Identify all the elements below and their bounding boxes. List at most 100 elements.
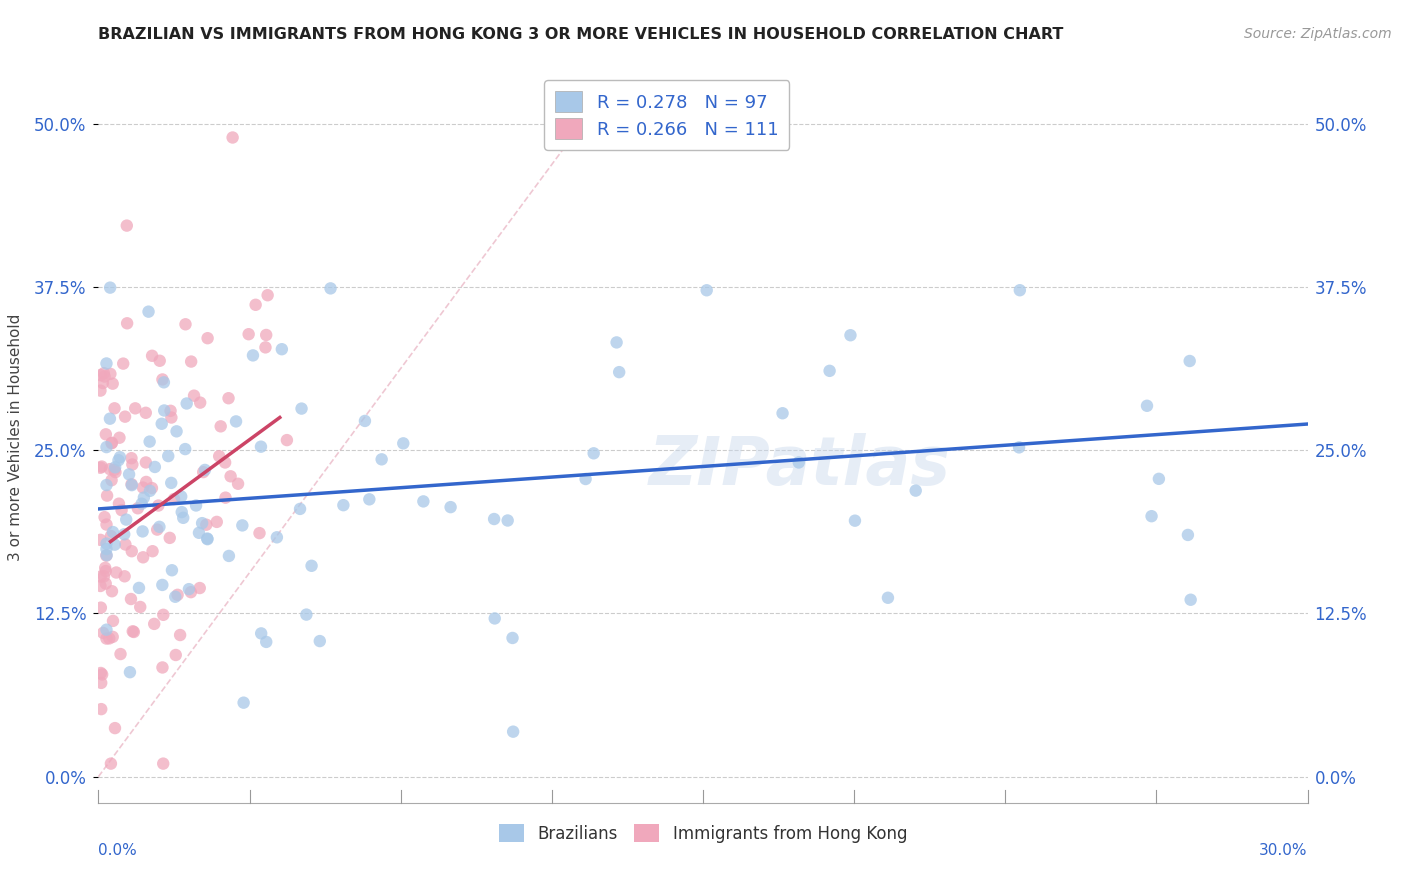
Point: [163, 491, 186, 506]
Point: [115, 513, 138, 527]
Point: [160, 563, 183, 577]
Point: [606, 335, 628, 350]
Point: [582, 446, 605, 460]
Point: [1177, 528, 1199, 542]
Legend: Brazilians, Immigrants from Hong Kong: Brazilians, Immigrants from Hong Kong: [492, 818, 914, 849]
Point: [180, 585, 202, 599]
Point: [188, 581, 211, 595]
Point: [218, 549, 240, 563]
Point: [392, 436, 415, 450]
Point: [170, 490, 193, 504]
Point: [157, 449, 180, 463]
Point: [89, 384, 111, 398]
Point: [412, 494, 434, 508]
Point: [319, 281, 342, 295]
Point: [226, 476, 249, 491]
Point: [96, 549, 118, 563]
Point: [104, 465, 127, 479]
Point: [1147, 472, 1170, 486]
Point: [114, 537, 136, 551]
Point: [205, 515, 228, 529]
Point: [115, 219, 138, 233]
Point: [152, 756, 174, 771]
Point: [90, 665, 112, 680]
Point: [105, 566, 128, 580]
Point: [98, 462, 121, 476]
Point: [94, 427, 117, 442]
Point: [93, 510, 115, 524]
Point: [219, 469, 242, 483]
Point: [101, 630, 124, 644]
Point: [101, 614, 124, 628]
Point: [232, 696, 254, 710]
Point: [1008, 283, 1031, 297]
Point: [166, 425, 188, 439]
Point: [98, 280, 121, 294]
Point: [169, 628, 191, 642]
Point: [266, 530, 288, 544]
Point: [209, 419, 232, 434]
Point: [165, 590, 187, 604]
Point: [96, 548, 118, 562]
Point: [183, 389, 205, 403]
Point: [188, 395, 211, 409]
Point: [93, 369, 115, 384]
Point: [152, 607, 174, 622]
Point: [354, 414, 377, 428]
Point: [194, 463, 217, 477]
Point: [121, 477, 143, 491]
Point: [149, 353, 172, 368]
Point: [288, 502, 311, 516]
Point: [129, 599, 152, 614]
Point: [256, 288, 278, 302]
Point: [101, 584, 124, 599]
Point: [96, 536, 118, 550]
Point: [93, 366, 115, 380]
Point: [141, 481, 163, 495]
Point: [696, 283, 718, 297]
Point: [332, 498, 354, 512]
Point: [218, 391, 240, 405]
Point: [574, 472, 596, 486]
Point: [250, 626, 273, 640]
Point: [132, 550, 155, 565]
Point: [153, 403, 176, 417]
Point: [104, 460, 127, 475]
Point: [359, 492, 381, 507]
Point: [148, 520, 170, 534]
Point: [91, 667, 114, 681]
Point: [131, 524, 153, 539]
Point: [108, 450, 131, 465]
Point: [308, 634, 330, 648]
Text: Source: ZipAtlas.com: Source: ZipAtlas.com: [1244, 27, 1392, 41]
Point: [90, 459, 112, 474]
Point: [112, 527, 135, 541]
Point: [197, 331, 219, 345]
Point: [193, 465, 215, 479]
Point: [114, 569, 136, 583]
Point: [250, 440, 273, 454]
Point: [1008, 441, 1031, 455]
Point: [89, 579, 111, 593]
Point: [101, 376, 124, 391]
Point: [124, 401, 146, 416]
Point: [103, 463, 125, 477]
Point: [254, 340, 277, 354]
Point: [159, 531, 181, 545]
Point: [177, 582, 200, 596]
Point: [839, 328, 862, 343]
Point: [160, 475, 183, 490]
Point: [98, 411, 121, 425]
Point: [96, 541, 118, 556]
Point: [225, 414, 247, 428]
Point: [127, 501, 149, 516]
Point: [195, 532, 218, 546]
Point: [121, 478, 143, 492]
Point: [138, 434, 160, 449]
Point: [108, 497, 131, 511]
Point: [121, 544, 143, 558]
Point: [214, 455, 236, 469]
Point: [607, 365, 630, 379]
Point: [439, 500, 461, 515]
Point: [103, 401, 125, 416]
